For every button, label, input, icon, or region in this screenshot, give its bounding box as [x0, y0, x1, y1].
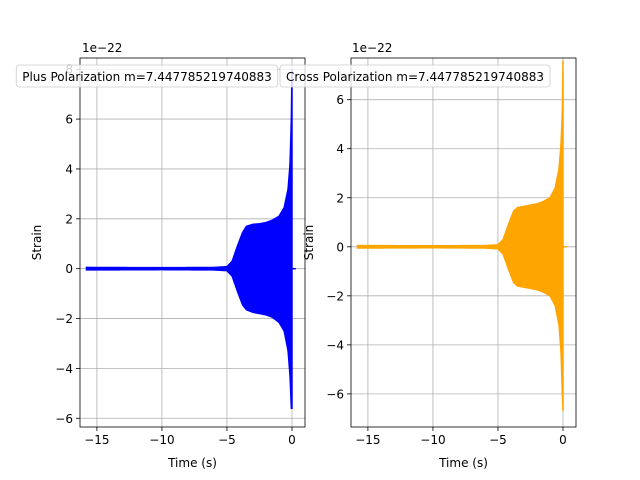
chart-title: Cross Polarization m=7.447785219740883: [286, 70, 544, 84]
y-tick-label: −6: [55, 412, 73, 426]
chart-title: Plus Polarization m=7.447785219740883: [22, 70, 272, 84]
y-tick-label: 0: [65, 262, 73, 276]
y-tick-label: 4: [336, 142, 344, 156]
x-tick-label: −15: [84, 433, 109, 447]
x-tick-label: −5: [218, 433, 236, 447]
x-tick-label: 0: [559, 433, 567, 447]
y-tick-label: −6: [326, 387, 344, 401]
y-tick-label: −4: [326, 338, 344, 352]
y-tick-label: 6: [336, 93, 344, 107]
x-tick-label: 0: [288, 433, 296, 447]
y-tick-label: 2: [65, 212, 73, 226]
title-box-2: Cross Polarization m=7.447785219740883: [279, 64, 551, 88]
y-tick-label: 6: [65, 113, 73, 127]
y-axis-label: Strain: [302, 225, 316, 261]
y-tick-label: 2: [336, 191, 344, 205]
y-tick-label: −2: [55, 312, 73, 326]
x-tick-label: −10: [420, 433, 445, 447]
offset-text: 1e−22: [82, 41, 122, 55]
x-axis-label: Time (s): [438, 456, 488, 470]
waveform-series: [85, 69, 293, 410]
waveform-series: [356, 60, 564, 412]
axes-frame: [350, 57, 577, 428]
y-axis-label: Strain: [30, 225, 44, 261]
x-tick-label: −15: [355, 433, 380, 447]
x-tick-label: −5: [489, 433, 507, 447]
title-box-1: Plus Polarization m=7.447785219740883: [15, 64, 279, 88]
offset-text: 1e−22: [352, 41, 392, 55]
title-frame: [15, 64, 279, 88]
y-tick-label: −4: [55, 362, 73, 376]
y-tick-label: 4: [65, 162, 73, 176]
x-tick-label: −10: [149, 433, 174, 447]
title-frame: [279, 64, 551, 88]
subplot-2: −15 −10 −5 0 −6 −4 −2 0 2 4 6 1e−22 Time (s) Strain: [302, 41, 577, 470]
y-tick-label: −2: [326, 289, 344, 303]
y-tick-label: 0: [336, 240, 344, 254]
axes-frame: [79, 57, 306, 428]
x-axis-label: Time (s): [167, 456, 217, 470]
